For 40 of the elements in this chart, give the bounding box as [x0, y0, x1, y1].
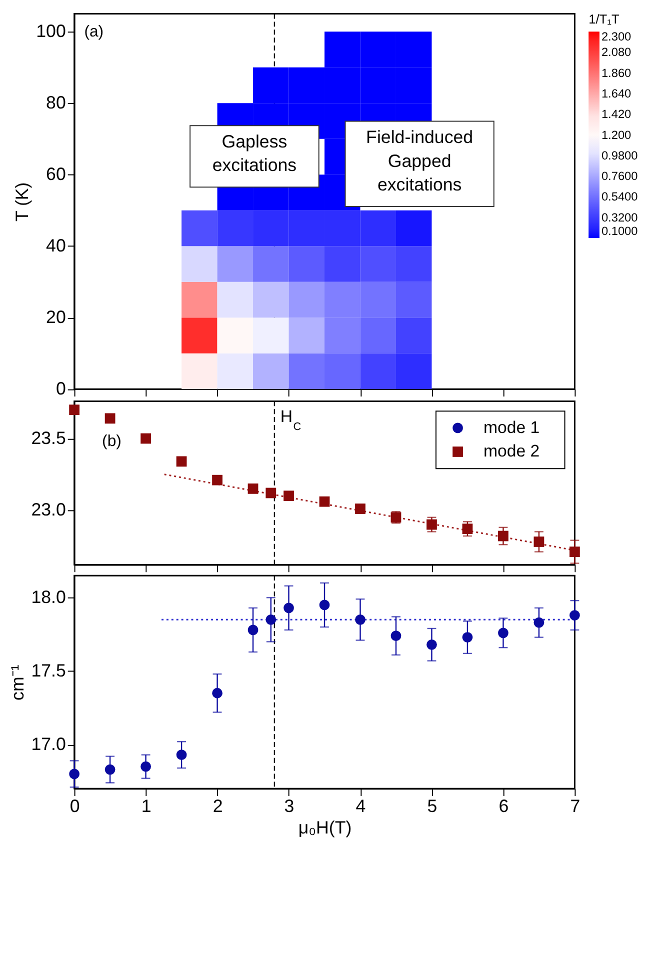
color-bar-title: 1/T₁T: [588, 12, 620, 27]
color-bar-label: 0.1000: [601, 224, 638, 238]
color-bar-label: 2.300: [601, 30, 632, 44]
x-tick-label: 7: [570, 796, 580, 816]
x-tick-label: 1: [141, 796, 152, 816]
y-tick-label: 18.0: [31, 587, 66, 608]
y-axis-title: cm⁻¹: [7, 664, 28, 700]
x-tick-label: 5: [427, 796, 438, 816]
y-tick-label: 0: [56, 378, 66, 399]
annotation: (a): [84, 24, 104, 41]
x-tick-label: 0: [70, 796, 80, 816]
x-tick-label: 4: [356, 796, 366, 816]
x-tick-label: 2: [212, 796, 223, 816]
color-bar-label: 1.420: [601, 107, 632, 122]
x-axis-title: μ₀H(T): [298, 818, 352, 838]
color-bar-label: 0.9800: [601, 148, 638, 162]
y-tick-label: 23.5: [31, 428, 66, 448]
x-tick-label: 6: [498, 796, 509, 816]
y-tick-label: 100: [36, 21, 66, 42]
color-bar-label: 0.7600: [601, 169, 638, 184]
color-bar-label: 0.3200: [601, 210, 638, 224]
color-bar-label: 2.080: [601, 45, 632, 60]
y-tick-label: 17.5: [31, 660, 66, 681]
x-tick-label: 3: [284, 796, 294, 816]
y-tick-label: 60: [46, 164, 66, 184]
y-axis-title: T (K): [12, 182, 32, 222]
color-bar-label: 1.860: [601, 66, 632, 80]
y-tick-label: 17.0: [31, 734, 66, 754]
color-bar-label: 1.640: [601, 86, 632, 101]
color-bar-label: 1.200: [601, 128, 632, 142]
color-bar-label: 0.5400: [601, 190, 638, 204]
legend-label: mode 1: [484, 418, 540, 437]
annotation: Gapless excitations: [212, 131, 297, 176]
legend-label: mode 2: [484, 442, 540, 461]
annotation: Field-induced Gapped excitations: [366, 127, 474, 195]
y-tick-label: 20: [46, 307, 66, 328]
y-tick-label: 40: [46, 236, 66, 256]
annotation: (b): [102, 432, 122, 450]
y-tick-label: 80: [46, 92, 66, 113]
y-tick-label: 23.0: [31, 500, 66, 520]
